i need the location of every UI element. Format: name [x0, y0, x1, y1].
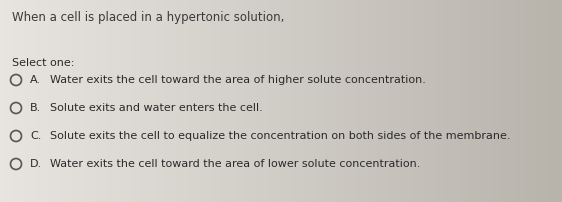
Text: D.: D. [30, 159, 42, 169]
Text: Water exits the cell toward the area of lower solute concentration.: Water exits the cell toward the area of … [50, 159, 420, 169]
Text: Select one:: Select one: [12, 58, 74, 68]
Text: Solute exits the cell to equalize the concentration on both sides of the membran: Solute exits the cell to equalize the co… [50, 131, 510, 141]
Text: A.: A. [30, 75, 41, 85]
Text: C.: C. [30, 131, 42, 141]
Text: Solute exits and water enters the cell.: Solute exits and water enters the cell. [50, 103, 263, 113]
Text: When a cell is placed in a hypertonic solution,: When a cell is placed in a hypertonic so… [12, 11, 284, 24]
Text: Water exits the cell toward the area of higher solute concentration.: Water exits the cell toward the area of … [50, 75, 426, 85]
Text: B.: B. [30, 103, 41, 113]
